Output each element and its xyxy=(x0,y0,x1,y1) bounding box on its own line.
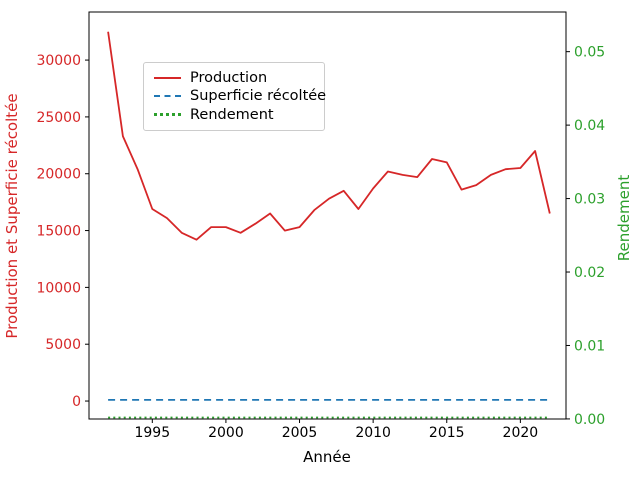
x-tick-label: 2010 xyxy=(355,425,391,441)
right-y-tick-label: 0.05 xyxy=(574,45,605,61)
x-tick-label: 1995 xyxy=(134,425,170,441)
legend-entry-production: Production xyxy=(154,69,314,87)
left-y-tick-label: 10000 xyxy=(36,280,81,296)
right-y-tick-label: 0.03 xyxy=(574,192,605,208)
right-y-tick-label: 0.02 xyxy=(574,265,605,281)
left-y-tick-label: 5000 xyxy=(45,337,81,353)
legend-entry-superficie: Superficie récoltée xyxy=(154,87,326,105)
rendement-line-sample-icon xyxy=(154,113,181,117)
x-tick-label: 2015 xyxy=(429,425,465,441)
left-y-axis-label: Production et Superficie récoltée xyxy=(3,93,21,339)
production-line xyxy=(107,31,551,241)
legend-label-superficie: Superficie récoltée xyxy=(190,88,327,105)
right-y-axis-label: Rendement xyxy=(615,174,633,262)
axes-spines xyxy=(88,11,567,420)
legend-label-production: Production xyxy=(190,70,268,87)
x-tick-label: 2000 xyxy=(208,425,244,441)
x-tick-label: 2020 xyxy=(503,425,539,441)
left-y-tick-label: 30000 xyxy=(36,53,81,69)
right-y-tick-label: 0.04 xyxy=(574,118,605,134)
superficie-line-sample-icon xyxy=(154,95,181,98)
left-y-tick-label: 0 xyxy=(72,394,81,410)
legend: Production Superficie récoltée Rendement xyxy=(143,62,326,131)
legend-entry-rendement: Rendement xyxy=(154,106,314,124)
legend-label-rendement: Rendement xyxy=(190,106,274,123)
production-line-sample-icon xyxy=(154,77,181,80)
right-y-tick-label: 0.00 xyxy=(574,412,605,428)
x-tick-label: 2005 xyxy=(282,425,318,441)
x-axis-label: Année xyxy=(303,448,351,466)
right-y-tick-label: 0.01 xyxy=(574,338,605,354)
left-y-tick-label: 25000 xyxy=(36,110,81,126)
left-y-tick-label: 15000 xyxy=(36,224,81,240)
left-y-tick-label: 20000 xyxy=(36,167,81,183)
